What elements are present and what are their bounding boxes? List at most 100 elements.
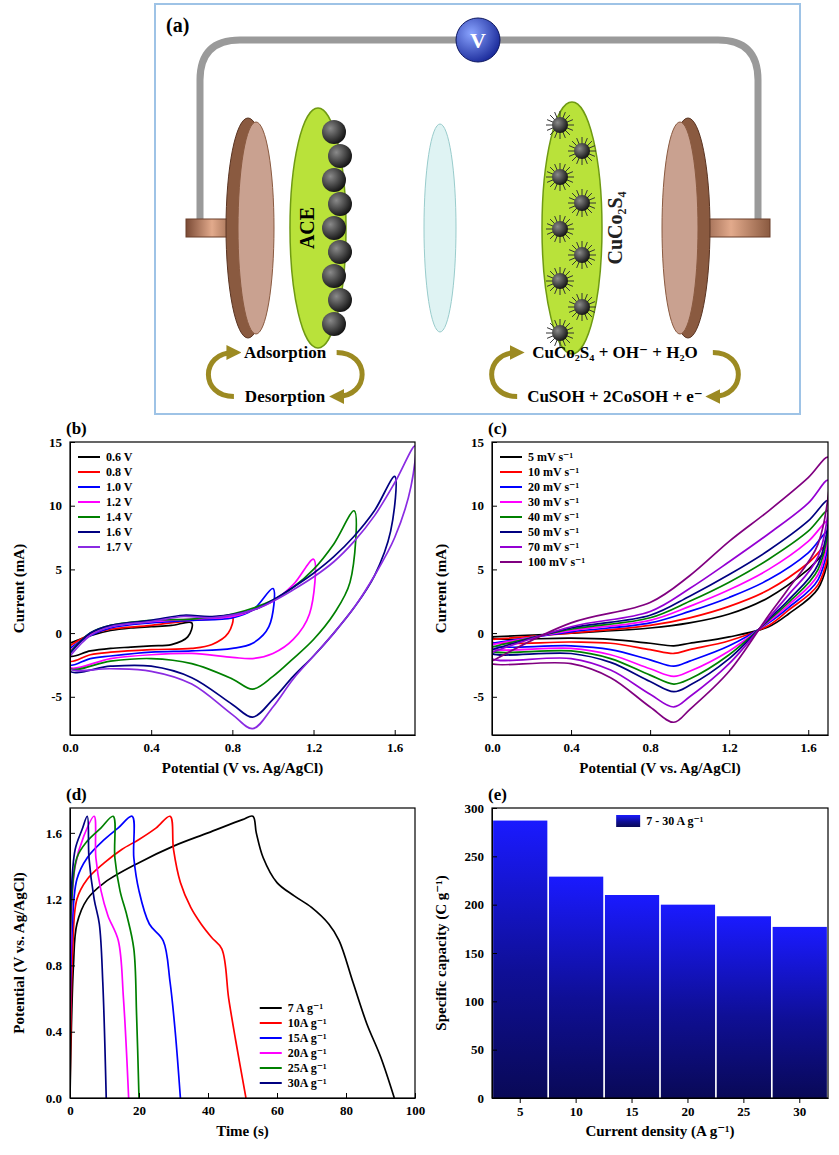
x-tick-mark bbox=[395, 730, 396, 735]
series-line bbox=[70, 816, 394, 1098]
y-tick-label: 0.8 bbox=[46, 958, 63, 973]
x-tick-label: 20 bbox=[681, 1104, 694, 1119]
legend-label: 20A g⁻¹ bbox=[288, 1046, 327, 1060]
y-tick: 50 bbox=[471, 1042, 497, 1057]
x-tick: 5 bbox=[517, 1098, 524, 1119]
x-tick-mark bbox=[208, 1093, 209, 1098]
y-tick-label: 200 bbox=[465, 897, 485, 912]
legend-label: 1.7 V bbox=[106, 540, 133, 554]
y-tick: -5 bbox=[51, 689, 75, 704]
panel: 0.00.40.81.21.6-5051015Potential (V vs. … bbox=[433, 419, 830, 777]
diagram: (a)VACECuCo₂S₄AdsorptionDesorptionCuCo₂S… bbox=[155, 4, 800, 414]
x-tick: 0.4 bbox=[144, 730, 161, 755]
legend-label: 30 mV s⁻¹ bbox=[528, 495, 579, 509]
series-line bbox=[70, 446, 415, 729]
legend-swatch bbox=[500, 516, 522, 518]
y-tick-mark bbox=[70, 833, 75, 834]
y-tick-mark bbox=[492, 697, 497, 698]
x-tick-mark bbox=[743, 1098, 744, 1103]
y-tick: 5 bbox=[478, 562, 498, 577]
y-tick-label: 250 bbox=[465, 849, 485, 864]
carbon-sphere bbox=[328, 192, 352, 216]
x-tick-mark bbox=[808, 730, 809, 735]
x-tick: 60 bbox=[271, 1093, 284, 1118]
legend-label: 50 mV s⁻¹ bbox=[528, 525, 579, 539]
urchin bbox=[568, 293, 596, 321]
plot-frame bbox=[492, 808, 828, 1098]
x-tick-label: 80 bbox=[340, 1103, 353, 1118]
y-tick: 1.2 bbox=[46, 892, 75, 907]
urchin bbox=[568, 241, 596, 269]
series-line bbox=[70, 816, 180, 1098]
x-tick-mark bbox=[346, 1093, 347, 1098]
process-label: CuSOH + 2CoSOH + e⁻ bbox=[527, 387, 703, 406]
legend-item: 1.7 V bbox=[78, 540, 133, 554]
legend-label: 25A g⁻¹ bbox=[288, 1061, 327, 1075]
wire bbox=[500, 40, 758, 225]
x-tick-mark bbox=[632, 1098, 633, 1103]
x-tick-mark bbox=[687, 1098, 688, 1103]
process-cycle: CuCo₂S₄ + OH⁻ + H₂OCuSOH + 2CoSOH + e⁻ bbox=[492, 343, 739, 406]
y-tick-mark bbox=[70, 965, 75, 966]
plot-frame bbox=[70, 442, 415, 735]
legend: 0.6 V0.8 V1.0 V1.2 V1.4 V1.6 V1.7 V bbox=[78, 450, 133, 554]
electrode-label: ACE bbox=[296, 207, 318, 249]
x-axis-title: Potential (V vs. Ag/AgCl) bbox=[579, 760, 740, 777]
legend-swatch bbox=[500, 546, 522, 548]
bar bbox=[773, 927, 827, 1098]
carbon-sphere bbox=[328, 240, 352, 264]
separator bbox=[424, 124, 456, 332]
legend-swatch bbox=[78, 456, 100, 458]
bar bbox=[661, 905, 715, 1098]
y-axis-title: Potential (V vs. Ag/AgCl) bbox=[11, 872, 28, 1033]
electrode-label: CuCo₂S₄ bbox=[604, 191, 626, 264]
legend-swatch bbox=[260, 1022, 282, 1024]
cycle-arrow bbox=[492, 353, 518, 397]
series-line bbox=[70, 816, 246, 1098]
legend-item: 10A g⁻¹ bbox=[260, 1016, 327, 1030]
cycle-arrow bbox=[208, 353, 234, 397]
y-tick: 0.4 bbox=[46, 1024, 75, 1039]
y-tick-label: 5 bbox=[478, 562, 485, 577]
y-tick-mark bbox=[492, 1050, 497, 1051]
bar bbox=[549, 877, 603, 1098]
electrode bbox=[542, 102, 602, 354]
series-line bbox=[70, 559, 315, 668]
x-axis-title: Current density (A g⁻¹) bbox=[585, 1123, 734, 1140]
legend-label: 1.2 V bbox=[106, 495, 133, 509]
legend-swatch bbox=[78, 516, 100, 518]
urchin-core bbox=[552, 273, 568, 289]
panel-label: (e) bbox=[488, 785, 507, 804]
process-label: Desorption bbox=[245, 387, 326, 406]
y-tick: 5 bbox=[56, 562, 76, 577]
y-tick-label: -5 bbox=[51, 689, 62, 704]
series-line bbox=[70, 476, 396, 717]
legend-item: 1.2 V bbox=[78, 495, 133, 509]
legend-label: 30A g⁻¹ bbox=[288, 1076, 327, 1090]
legend-label: 7 A g⁻¹ bbox=[288, 1001, 324, 1015]
legend-swatch bbox=[260, 1037, 282, 1039]
plot-area bbox=[492, 457, 828, 722]
x-tick: 20 bbox=[681, 1098, 694, 1119]
legend-label: 100 mV s⁻¹ bbox=[528, 555, 585, 569]
x-tick: 80 bbox=[340, 1093, 353, 1118]
voltmeter-label: V bbox=[470, 28, 486, 53]
x-tick: 1.6 bbox=[801, 730, 818, 755]
legend-swatch bbox=[500, 531, 522, 533]
x-tick: 25 bbox=[737, 1098, 751, 1119]
collector-face bbox=[238, 122, 274, 334]
y-tick-mark bbox=[492, 856, 497, 857]
series-line bbox=[492, 457, 828, 722]
carbon-sphere bbox=[328, 288, 352, 312]
urchin-core bbox=[574, 247, 590, 263]
plot-frame bbox=[70, 808, 415, 1098]
legend-label: 0.8 V bbox=[106, 465, 133, 479]
y-tick-mark bbox=[492, 1001, 497, 1002]
series-line bbox=[492, 544, 828, 654]
series-line bbox=[492, 480, 828, 707]
x-axis-title: Potential (V vs. Ag/AgCl) bbox=[162, 760, 323, 777]
legend-swatch bbox=[500, 501, 522, 503]
urchin-core bbox=[574, 195, 590, 211]
x-tick-label: 0.8 bbox=[225, 740, 242, 755]
x-tick: 0.8 bbox=[225, 730, 242, 755]
